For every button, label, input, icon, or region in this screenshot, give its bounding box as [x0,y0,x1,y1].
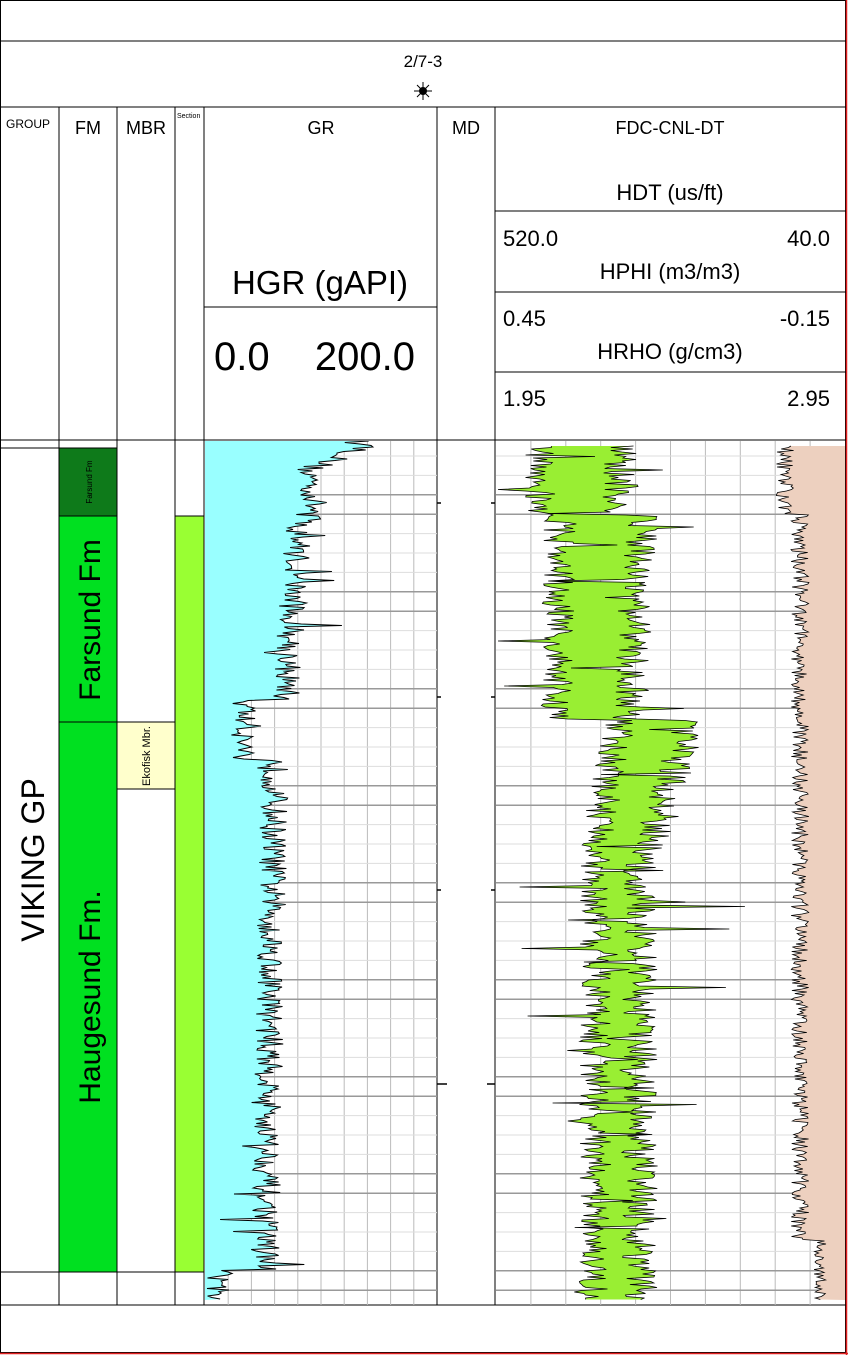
nphi-scale-min: 0.45 [503,306,546,331]
nphi-curve-line [497,446,664,1300]
rho-scale-max: 2.95 [787,386,830,411]
haugesund-fm-label: Haugesund Fm. [74,890,107,1103]
dt-curve-line [547,445,745,1300]
md-depth-ticks [437,502,495,1085]
mbr-column-header: MBR [126,118,166,138]
viking-group-label: VIKING GP [15,778,51,942]
section-column-header: Section [177,113,200,120]
dt-curve-label: HDT (us/ft) [616,180,723,205]
md-track-header: MD [452,118,480,138]
nphi-curve-label: HPHI (m3/m3) [600,259,741,284]
dt-scale-min: 520.0 [503,226,558,251]
well-name: 2/7-3 [404,52,443,71]
gr-scale-min: 0.0 [214,335,270,379]
fdc-track-header: FDC-CNL-DT [616,118,725,138]
gr-curve-line [206,441,375,1300]
dt-scale-max: 40.0 [787,226,830,251]
farsund-fm-label: Farsund Fm [74,539,107,701]
dry-well-symbol-icon [414,82,432,100]
fm-column-header: FM [75,118,101,138]
gr-fill-area [205,441,373,1300]
crossover-fill-area [498,446,745,1300]
gr-track-header: GR [308,118,335,138]
rho-curve-line [775,445,828,1300]
rho-scale-min: 1.95 [503,386,546,411]
haugesund-fm-block [58,721,118,1273]
group-column-header: GROUP [6,117,50,131]
farsund-dark-label: Farsund Fm [85,460,94,503]
density-fill-area [776,446,845,1300]
fdc-track-grid [496,441,845,1305]
gr-scale-max: 200.0 [315,335,415,379]
ekofisk-mbr-block [116,721,176,790]
farsund-dark-block [58,447,118,517]
rho-curve-label: HRHO (g/cm3) [597,339,742,364]
section-block [174,515,205,1273]
ekofisk-mbr-label: Ekofisk Mbr. [141,726,153,786]
gr-curve-label: HGR (gAPI) [232,264,408,301]
nphi-scale-max: -0.15 [780,306,830,331]
